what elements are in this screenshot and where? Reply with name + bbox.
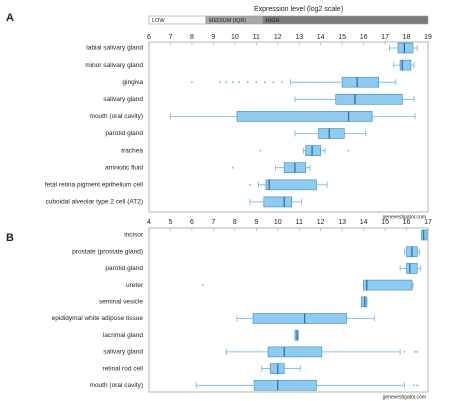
outlier xyxy=(263,81,266,84)
category-label: salivary gland xyxy=(103,349,143,356)
outlier xyxy=(403,351,406,353)
box xyxy=(236,111,373,122)
x-tick-label: 10 xyxy=(274,219,282,226)
x-tick-label: 8 xyxy=(233,219,237,226)
category-label: parotid gland xyxy=(105,265,143,272)
outlier xyxy=(255,81,258,84)
x-tick-label: 10 xyxy=(231,34,239,41)
x-tick-label: 14 xyxy=(317,34,325,41)
category-label: epididymal white adipose tissue xyxy=(52,315,144,322)
x-tick-label: 9 xyxy=(211,34,215,41)
panel-label: B xyxy=(6,232,14,244)
outlier xyxy=(238,81,241,84)
category-label: cuboidal alveolar type 2 cell (AT2) xyxy=(46,199,143,206)
category-label: mouth (oral cavity) xyxy=(90,382,143,389)
box xyxy=(399,59,412,71)
x-tick-label: 12 xyxy=(317,219,325,226)
box xyxy=(253,379,317,391)
category-label: minor salivary gland xyxy=(85,62,143,69)
x-tick-label: 15 xyxy=(381,219,389,226)
box xyxy=(318,128,345,139)
box xyxy=(252,313,347,324)
x-tick-label: 11 xyxy=(296,219,303,226)
box xyxy=(265,179,317,191)
outlier xyxy=(231,81,234,84)
category-label: mouth (oral cavity) xyxy=(90,113,143,120)
outlier xyxy=(191,81,193,84)
outlier xyxy=(416,351,419,353)
x-tick-label: 11 xyxy=(253,34,260,41)
box xyxy=(341,76,379,88)
category-label: amniotic fluid xyxy=(105,164,143,171)
x-tick-label: 16 xyxy=(360,34,368,41)
panel-label: A xyxy=(6,12,14,24)
legend-band xyxy=(262,15,429,25)
legend-band-label: MEDIUM (IQR) xyxy=(209,18,246,24)
outlier xyxy=(248,183,251,186)
x-tick-label: 4 xyxy=(147,219,151,226)
x-tick-label: 14 xyxy=(360,219,368,226)
x-tick-label: 19 xyxy=(424,34,432,41)
box xyxy=(263,196,293,208)
box xyxy=(335,93,403,105)
category-label: prostate (prostate gland) xyxy=(72,248,143,255)
x-tick-label: 5 xyxy=(169,219,173,226)
category-label: lacrimal gland xyxy=(103,332,143,339)
category-label: ureter xyxy=(126,282,144,289)
x-tick-label: 17 xyxy=(381,34,389,41)
legend-band-label: LOW xyxy=(152,18,165,24)
outlier xyxy=(413,384,415,387)
x-tick-label: 13 xyxy=(295,34,303,41)
plot-frame xyxy=(148,227,429,393)
x-tick-label: 16 xyxy=(403,219,411,226)
x-tick-label: 7 xyxy=(211,219,215,226)
plot-frame xyxy=(148,41,429,213)
category-label: incisor xyxy=(124,232,144,239)
box xyxy=(397,42,414,54)
outlier xyxy=(347,149,350,152)
outlier xyxy=(416,384,419,387)
x-tick-label: 18 xyxy=(403,34,411,41)
x-tick-label: 7 xyxy=(169,34,173,41)
category-label: trachea xyxy=(121,147,143,154)
x-tick-label: 15 xyxy=(338,34,346,41)
box xyxy=(363,279,413,291)
watermark: genevestigator.com xyxy=(383,214,426,220)
legend-title: Expression level (log2 scale) xyxy=(254,6,343,13)
x-tick-label: 8 xyxy=(190,34,194,41)
category-label: seminal vesicle xyxy=(99,299,143,306)
category-label: labial salivary gland xyxy=(86,45,143,52)
category-label: fetal retina pigment epithelium cell xyxy=(45,182,144,189)
box xyxy=(305,145,322,156)
x-tick-label: 6 xyxy=(147,34,151,41)
watermark: genevestigator.com xyxy=(383,394,426,400)
x-tick-label: 6 xyxy=(190,219,194,226)
outlier xyxy=(246,81,249,84)
x-tick-label: 13 xyxy=(338,219,346,226)
legend-band-label: HIGH xyxy=(266,18,280,24)
x-tick-label: 12 xyxy=(274,34,282,41)
outlier xyxy=(231,166,234,169)
x-tick-label: 9 xyxy=(254,219,258,226)
x-tick-label: 17 xyxy=(424,219,432,226)
box xyxy=(267,346,323,358)
category-label: parotid gland xyxy=(105,130,143,137)
outlier xyxy=(281,81,283,84)
outlier xyxy=(201,284,204,286)
outlier xyxy=(414,351,417,353)
category-label: salivary gland xyxy=(103,96,143,103)
outlier xyxy=(259,149,262,152)
category-label: retinal rod cell xyxy=(103,365,144,372)
outlier xyxy=(225,81,228,84)
outlier xyxy=(218,81,221,84)
category-label: gingiva xyxy=(122,79,143,86)
outlier xyxy=(272,81,275,84)
box xyxy=(406,263,418,274)
